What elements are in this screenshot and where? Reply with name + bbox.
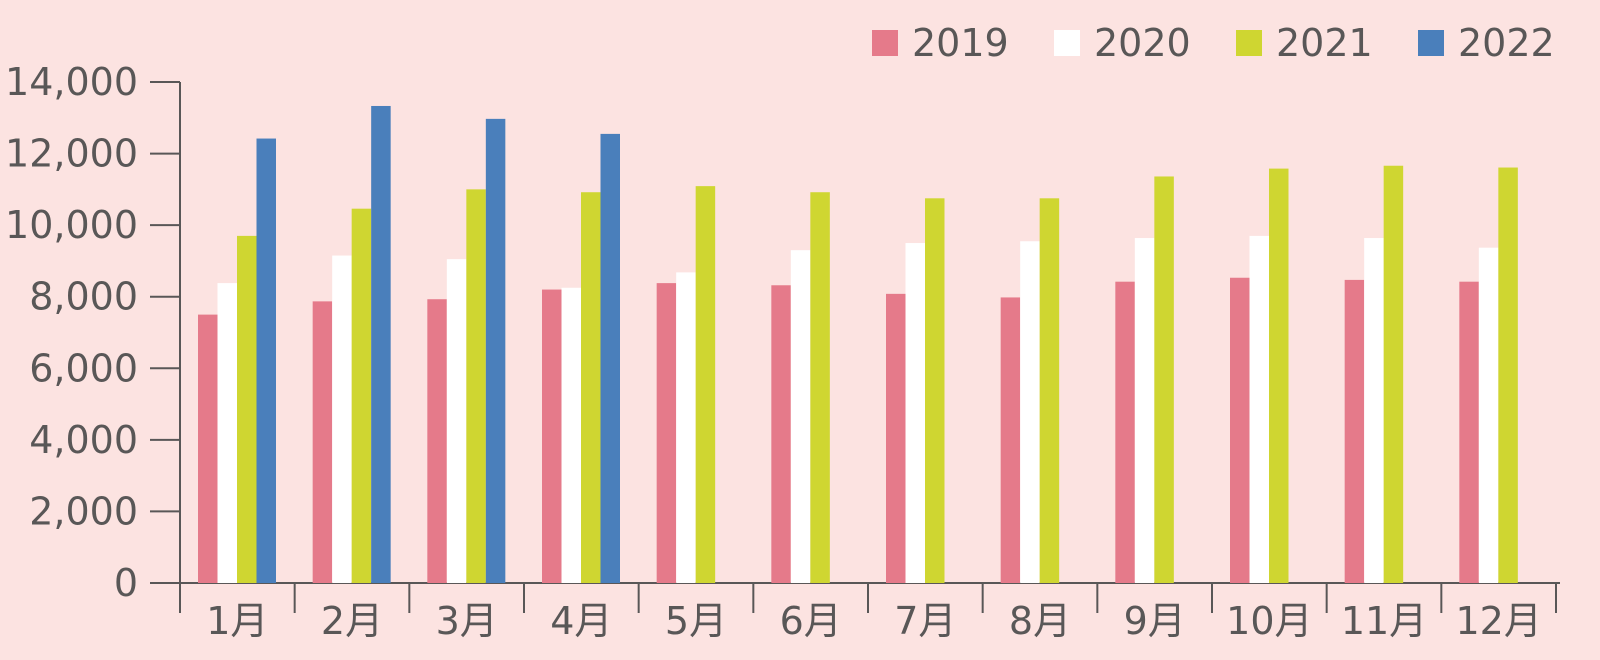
bar-2020-12 xyxy=(1478,247,1499,583)
bar-2020-5 xyxy=(676,272,696,583)
bar-2021-5 xyxy=(695,186,716,584)
bar-2019-7 xyxy=(886,293,906,583)
bar-2019-5 xyxy=(656,283,677,583)
bars xyxy=(198,105,1518,584)
legend-swatch-2021 xyxy=(1236,30,1262,56)
bar-2021-7 xyxy=(925,198,945,583)
bar-2019-6 xyxy=(771,285,791,583)
y-tick-label: 0 xyxy=(114,561,138,605)
legend-label-2020: 2020 xyxy=(1094,21,1191,65)
bar-2021-9 xyxy=(1154,176,1174,583)
x-tick-label: 4月 xyxy=(550,599,612,643)
bar-2019-9 xyxy=(1115,281,1135,583)
legend-label-2019: 2019 xyxy=(912,21,1009,65)
bar-2019-4 xyxy=(542,289,562,583)
bar-2020-9 xyxy=(1134,238,1155,584)
bar-2021-12 xyxy=(1498,167,1518,583)
legend-swatch-2020 xyxy=(1054,30,1080,56)
y-tick-label: 10,000 xyxy=(5,203,138,247)
bar-2022-1 xyxy=(256,138,276,583)
x-tick-label: 5月 xyxy=(665,599,727,643)
bar-2021-10 xyxy=(1269,168,1289,583)
bar-2020-4 xyxy=(561,287,581,583)
bar-2021-11 xyxy=(1383,165,1404,583)
bar-2019-10 xyxy=(1230,277,1250,583)
bar-2019-11 xyxy=(1344,279,1365,583)
y-tick-label: 2,000 xyxy=(29,489,138,533)
x-tick-label: 7月 xyxy=(894,599,956,643)
bar-2020-1 xyxy=(217,283,237,583)
x-tick-label: 11月 xyxy=(1341,599,1427,643)
bar-2020-2 xyxy=(332,255,352,583)
bar-2022-2 xyxy=(371,105,391,583)
y-tick-label: 12,000 xyxy=(5,132,138,176)
x-tick-label: 9月 xyxy=(1124,599,1186,643)
bar-2019-3 xyxy=(427,299,447,583)
bar-2020-7 xyxy=(905,243,925,584)
y-tick-label: 4,000 xyxy=(29,418,138,462)
bar-2022-4 xyxy=(600,133,620,583)
legend-swatch-2022 xyxy=(1418,30,1444,56)
x-tick-label: 12月 xyxy=(1455,599,1541,643)
x-tick-label: 1月 xyxy=(206,599,268,643)
x-tick-label: 8月 xyxy=(1009,599,1071,643)
x-tick-label: 10月 xyxy=(1226,599,1312,643)
y-tick-label: 14,000 xyxy=(5,60,138,104)
x-tick-label: 3月 xyxy=(436,599,498,643)
legend-label-2022: 2022 xyxy=(1458,21,1555,65)
y-tick-label: 6,000 xyxy=(29,346,138,390)
y-axis: 0 2,000 4,000 6,000 8,000 10,000 12,000 14,000 xyxy=(5,60,181,605)
legend: 2019 2020 2021 2022 xyxy=(872,21,1555,65)
bar-2020-10 xyxy=(1249,235,1269,583)
bar-2020-6 xyxy=(790,250,811,583)
legend-swatch-2019 xyxy=(872,30,898,56)
bar-2022-3 xyxy=(485,118,506,583)
bar-2019-2 xyxy=(312,301,333,583)
bar-2019-8 xyxy=(1000,297,1021,583)
bar-2021-6 xyxy=(810,192,830,583)
bar-2021-3 xyxy=(466,189,486,583)
x-tick-label: 6月 xyxy=(780,599,842,643)
bar-2019-1 xyxy=(198,314,218,583)
legend-label-2021: 2021 xyxy=(1276,21,1373,65)
x-axis: 1月 2月 3月 4月 5月 6月 7月 8月 9月 10月 11月 12月 xyxy=(179,582,1560,643)
bar-2019-12 xyxy=(1459,281,1479,583)
bar-2021-2 xyxy=(351,208,372,583)
bar-2021-1 xyxy=(237,235,257,583)
bar-2021-8 xyxy=(1039,198,1060,583)
bar-2020-8 xyxy=(1020,241,1040,583)
bar-2020-3 xyxy=(446,259,467,583)
y-tick-label: 8,000 xyxy=(29,275,138,319)
x-tick-label: 2月 xyxy=(321,599,383,643)
bar-2020-11 xyxy=(1364,238,1384,584)
bar-2021-4 xyxy=(581,192,601,583)
